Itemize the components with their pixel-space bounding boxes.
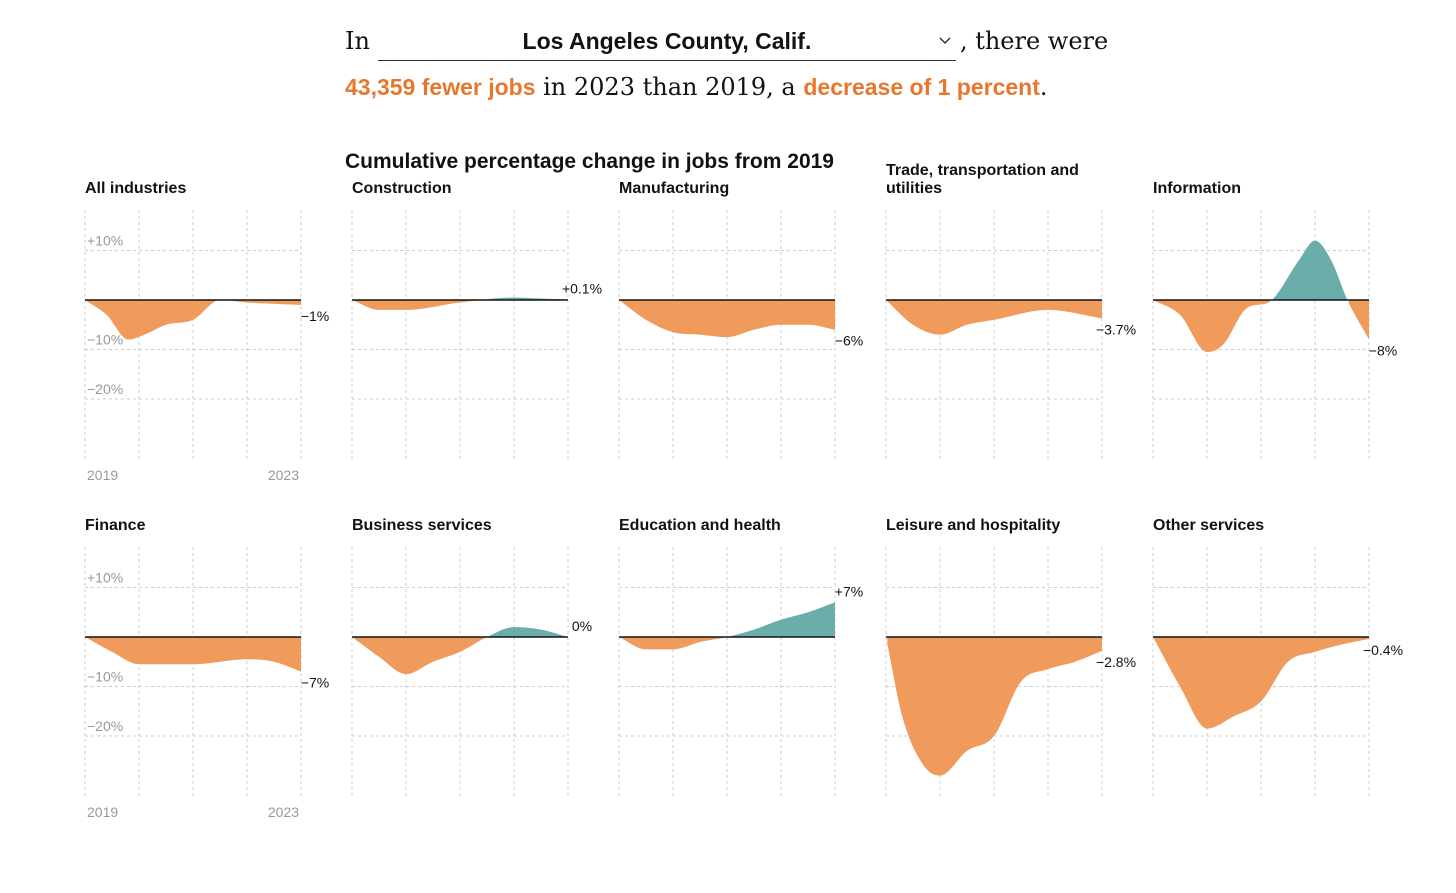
end-value-label: −0.4% — [1363, 642, 1403, 658]
chart-panel: Construction +0.1% — [351, 140, 602, 462]
end-value-label: 0% — [572, 618, 592, 634]
area-negative — [620, 300, 835, 338]
chart-panel: Finance +10% −10% −20% 2019 2023 −7% — [84, 477, 329, 820]
chart-panel: Other services −0.4% — [1152, 477, 1403, 799]
end-value-label: −1% — [301, 308, 329, 324]
panel-title: Education and health — [619, 517, 781, 534]
area-chart: −2.8% — [885, 547, 1136, 799]
area-negative — [86, 637, 301, 672]
y-tick-label: −10% — [87, 332, 123, 348]
end-value-label: −2.8% — [1096, 654, 1136, 670]
county-select[interactable]: Los Angeles County, Calif. — [377, 22, 956, 61]
x-tick-label: 2023 — [268, 467, 299, 483]
area-negative — [353, 300, 481, 310]
intro-sentence: In Los Angeles County, Calif. , there were… — [345, 18, 1145, 110]
area-negative — [1154, 637, 1369, 729]
end-value-label: +0.1% — [562, 281, 602, 297]
end-value-label: −3.7% — [1096, 321, 1136, 337]
panel-title: Business services — [352, 517, 492, 534]
intro-line-1: In Los Angeles County, Calif. , there were — [345, 18, 1145, 64]
area-chart: −3.7% — [885, 210, 1136, 462]
end-value-label: +7% — [835, 583, 863, 599]
area-negative — [887, 300, 1102, 335]
area-negative — [1154, 300, 1271, 352]
panel-title: Other services — [1153, 517, 1265, 534]
panel-title: Information — [1153, 180, 1241, 197]
intro-line-2: 43,359 fewer jobs in 2023 than 2019, a d… — [345, 64, 1145, 110]
end-value-label: −8% — [1369, 343, 1397, 359]
area-chart: −8% — [1152, 210, 1397, 462]
chart-panel: All industries +10% −10% −20% 2019 2023 −1% — [84, 140, 329, 483]
x-tick-label: 2023 — [268, 804, 299, 820]
area-chart: −6% — [618, 210, 863, 462]
panel-title: Construction — [352, 180, 452, 197]
area-positive — [1271, 240, 1348, 300]
jobs-change-highlight: 43,359 fewer jobs — [345, 74, 536, 100]
chart-panel: Manufacturing −6% — [618, 140, 863, 462]
area-positive — [727, 602, 835, 637]
x-tick-label: 2019 — [87, 467, 118, 483]
area-chart: +0.1% — [351, 210, 602, 462]
area-negative — [1348, 300, 1369, 340]
y-tick-label: −20% — [87, 718, 123, 734]
chart-panel: Information −8% — [1152, 140, 1397, 462]
area-negative — [887, 637, 1102, 776]
x-tick-label: 2019 — [87, 804, 118, 820]
intro-end: . — [1039, 73, 1048, 101]
area-chart: +10% −10% −20% 2019 2023 −7% — [84, 547, 329, 820]
chevron-down-icon — [939, 37, 951, 45]
intro-suffix: , there were — [959, 27, 1109, 55]
intro-prefix: In — [345, 27, 370, 55]
area-negative — [620, 637, 726, 650]
y-tick-label: +10% — [87, 570, 123, 586]
area-positive — [487, 627, 568, 637]
area-negative — [353, 637, 486, 675]
area-negative — [86, 300, 219, 340]
area-chart: +10% −10% −20% 2019 2023 −1% — [84, 210, 329, 483]
panel-title: All industries — [85, 180, 187, 197]
area-chart: −0.4% — [1152, 547, 1403, 799]
area-negative — [221, 300, 301, 305]
chart-panel: Education and health +7% — [618, 477, 863, 799]
area-chart: 0% — [351, 547, 592, 799]
y-tick-label: +10% — [87, 233, 123, 249]
y-tick-label: −20% — [87, 381, 123, 397]
panel-title: Manufacturing — [619, 180, 730, 197]
chart-panel: Business services 0% — [351, 477, 592, 799]
panel-title: Trade, transportation and utilities — [886, 162, 1079, 197]
county-select-value: Los Angeles County, Calif. — [522, 28, 812, 54]
chart-panel: Trade, transportation and utilities −3.7% — [885, 140, 1136, 462]
end-value-label: −6% — [835, 333, 863, 349]
panel-title: Finance — [85, 517, 146, 534]
intro-middle: in 2023 than 2019, a — [535, 73, 804, 101]
panel-title: Leisure and hospitality — [886, 517, 1061, 534]
y-tick-label: −10% — [87, 669, 123, 685]
pct-change-highlight: decrease of 1 percent — [803, 74, 1040, 100]
end-value-label: −7% — [301, 675, 329, 691]
area-chart: +7% — [618, 547, 863, 799]
chart-panel: Leisure and hospitality −2.8% — [885, 477, 1136, 799]
chart-title: Cumulative percentage change in jobs fro… — [345, 150, 834, 173]
